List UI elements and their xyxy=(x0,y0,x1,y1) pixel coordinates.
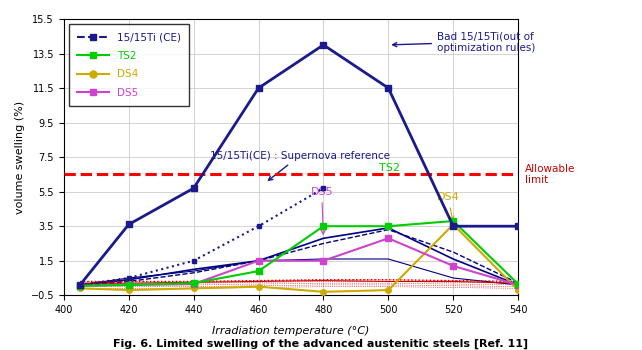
TS2 xyxy=(76,284,84,288)
TS2 xyxy=(255,269,263,273)
15/15Ti (CE) xyxy=(125,222,132,226)
DS5 xyxy=(255,259,263,263)
Text: Allowable
limit: Allowable limit xyxy=(525,163,575,185)
15/15Ti (CE) xyxy=(320,43,327,47)
DS5 xyxy=(76,284,84,288)
Line: TS2: TS2 xyxy=(77,218,521,288)
DS5 xyxy=(449,264,457,268)
DS4 xyxy=(76,286,84,290)
Text: Irradiation temperature (°C): Irradiation temperature (°C) xyxy=(213,326,370,336)
DS5 xyxy=(385,236,392,240)
TS2 xyxy=(125,283,132,287)
DS4 xyxy=(514,288,522,292)
TS2 xyxy=(385,224,392,228)
DS4 xyxy=(125,288,132,292)
15/15Ti (CE) xyxy=(514,224,522,228)
15/15Ti (CE) xyxy=(385,86,392,90)
Text: Fig. 6. Limited swelling of the advanced austenitic steels [Ref. 11]: Fig. 6. Limited swelling of the advanced… xyxy=(114,338,528,349)
DS5 xyxy=(125,283,132,287)
DS5 xyxy=(190,282,198,286)
Legend: 15/15Ti (CE), TS2, DS4, DS5: 15/15Ti (CE), TS2, DS4, DS5 xyxy=(69,24,189,106)
Text: DS5: DS5 xyxy=(311,187,333,234)
TS2 xyxy=(514,282,522,286)
Line: DS5: DS5 xyxy=(77,236,521,288)
Line: DS4: DS4 xyxy=(77,222,521,295)
Text: TS2: TS2 xyxy=(379,163,399,173)
15/15Ti (CE) xyxy=(449,224,457,228)
DS4 xyxy=(449,222,457,226)
TS2 xyxy=(190,281,198,285)
Text: DS4: DS4 xyxy=(437,192,460,220)
15/15Ti (CE) xyxy=(190,186,198,190)
DS5 xyxy=(320,259,327,263)
Text: Bad 15/15Ti(out of
optimization rules): Bad 15/15Ti(out of optimization rules) xyxy=(393,31,535,53)
15/15Ti (CE) xyxy=(255,86,263,90)
15/15Ti (CE) xyxy=(76,283,84,287)
DS4 xyxy=(385,288,392,292)
DS4 xyxy=(320,290,327,294)
Y-axis label: volume swelling (%): volume swelling (%) xyxy=(15,100,25,214)
DS5 xyxy=(514,283,522,287)
Line: 15/15Ti (CE): 15/15Ti (CE) xyxy=(76,41,522,288)
Text: 15/15Ti(CE) : Supernova reference: 15/15Ti(CE) : Supernova reference xyxy=(210,150,390,180)
TS2 xyxy=(449,219,457,223)
DS4 xyxy=(190,286,198,290)
TS2 xyxy=(320,224,327,228)
DS4 xyxy=(255,285,263,289)
